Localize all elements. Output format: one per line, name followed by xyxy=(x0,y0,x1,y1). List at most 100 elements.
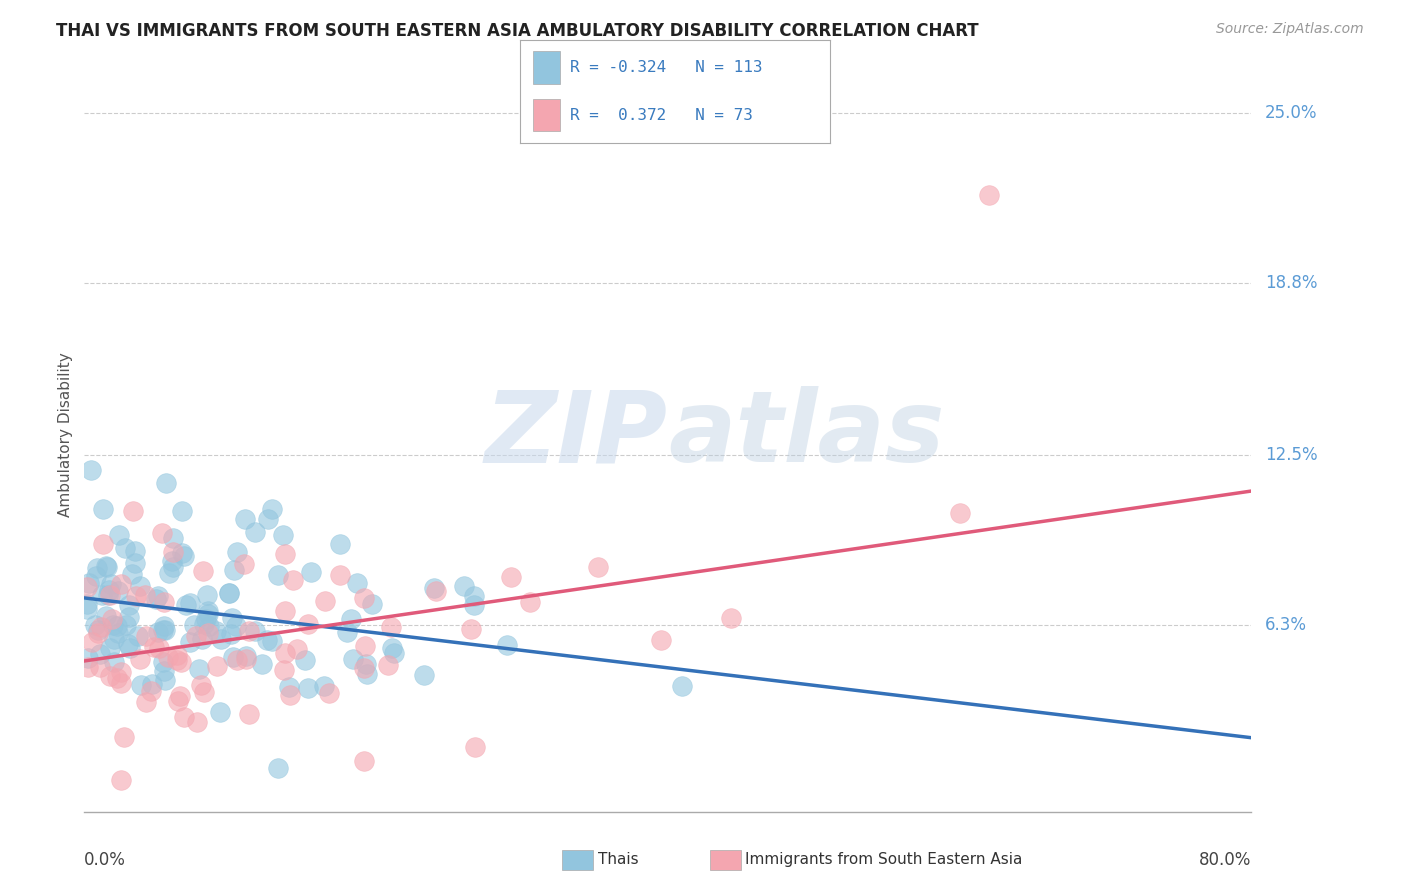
Point xyxy=(105,618,128,632)
Point xyxy=(139,683,162,698)
Point xyxy=(97,588,120,602)
Point xyxy=(127,629,149,643)
Text: Source: ZipAtlas.com: Source: ZipAtlas.com xyxy=(1216,22,1364,37)
Point xyxy=(96,559,118,574)
Point xyxy=(297,681,319,695)
Point xyxy=(299,565,322,579)
Point xyxy=(720,611,742,625)
Point xyxy=(453,579,475,593)
Y-axis label: Ambulatory Disability: Ambulatory Disability xyxy=(58,352,73,517)
Point xyxy=(76,598,98,612)
Point xyxy=(79,463,101,477)
Point xyxy=(166,653,188,667)
Point xyxy=(222,649,245,664)
Point xyxy=(297,617,319,632)
Point xyxy=(118,599,141,613)
Point xyxy=(274,548,297,562)
Text: 12.5%: 12.5% xyxy=(1265,446,1317,465)
Point xyxy=(107,625,129,640)
Point xyxy=(273,663,295,677)
Point xyxy=(98,669,121,683)
Point xyxy=(294,653,316,667)
Point xyxy=(148,640,170,655)
Point xyxy=(89,659,111,673)
Point xyxy=(650,633,672,648)
Point xyxy=(195,612,218,626)
Point xyxy=(235,649,257,664)
Point xyxy=(145,591,167,606)
Point xyxy=(353,661,375,675)
Point xyxy=(260,634,283,648)
Point xyxy=(274,646,297,660)
Point xyxy=(262,502,284,516)
Text: 25.0%: 25.0% xyxy=(1265,103,1317,122)
Point xyxy=(125,590,148,604)
Point xyxy=(184,629,207,643)
Point xyxy=(105,671,128,685)
Point xyxy=(162,531,184,545)
Text: 0.0%: 0.0% xyxy=(84,851,127,869)
Point xyxy=(160,554,183,568)
Point xyxy=(179,596,201,610)
Text: 18.8%: 18.8% xyxy=(1265,274,1317,292)
Text: R =  0.372   N = 73: R = 0.372 N = 73 xyxy=(569,108,752,122)
Point xyxy=(226,545,249,559)
Point xyxy=(100,577,122,591)
Point xyxy=(76,580,98,594)
Point xyxy=(209,632,232,647)
Text: THAI VS IMMIGRANTS FROM SOUTH EASTERN ASIA AMBULATORY DISABILITY CORRELATION CHA: THAI VS IMMIGRANTS FROM SOUTH EASTERN AS… xyxy=(56,22,979,40)
Point xyxy=(218,586,240,600)
Point xyxy=(134,588,156,602)
Point xyxy=(112,730,135,744)
Point xyxy=(150,525,173,540)
Point xyxy=(83,618,105,632)
Point xyxy=(382,646,405,660)
Point xyxy=(342,652,364,666)
Point xyxy=(146,624,169,639)
Point xyxy=(174,598,197,612)
Point xyxy=(173,549,195,564)
Point xyxy=(340,612,363,626)
Point xyxy=(87,625,110,640)
Point xyxy=(91,588,114,602)
Point xyxy=(225,652,247,666)
Point xyxy=(464,740,486,755)
Point xyxy=(356,657,378,672)
Point xyxy=(80,635,103,649)
Point xyxy=(361,597,384,611)
Point xyxy=(103,618,125,632)
Point xyxy=(153,664,176,678)
Point xyxy=(381,640,404,655)
Point xyxy=(143,640,166,655)
Point xyxy=(110,665,132,679)
Point xyxy=(170,655,193,669)
Point xyxy=(586,559,609,574)
Point xyxy=(193,685,215,699)
Point xyxy=(949,506,972,520)
Point xyxy=(114,618,136,632)
Point xyxy=(76,651,98,665)
Point xyxy=(121,567,143,582)
Point xyxy=(173,710,195,724)
Point xyxy=(463,599,485,613)
Point xyxy=(209,705,232,719)
Point xyxy=(205,658,228,673)
Point xyxy=(100,611,122,625)
Text: 80.0%: 80.0% xyxy=(1199,851,1251,869)
Point xyxy=(96,558,118,573)
Point xyxy=(190,678,212,692)
Point xyxy=(110,772,132,787)
Point xyxy=(422,581,444,595)
Point xyxy=(197,625,219,640)
Point xyxy=(98,588,121,602)
Point xyxy=(162,545,184,559)
Point xyxy=(273,527,295,541)
Point xyxy=(190,632,212,647)
Point xyxy=(110,675,132,690)
Point xyxy=(235,652,257,666)
Point xyxy=(117,610,139,624)
Text: R = -0.324   N = 113: R = -0.324 N = 113 xyxy=(569,61,762,75)
Point xyxy=(977,188,1000,202)
Point xyxy=(117,637,139,651)
Point xyxy=(153,619,176,633)
